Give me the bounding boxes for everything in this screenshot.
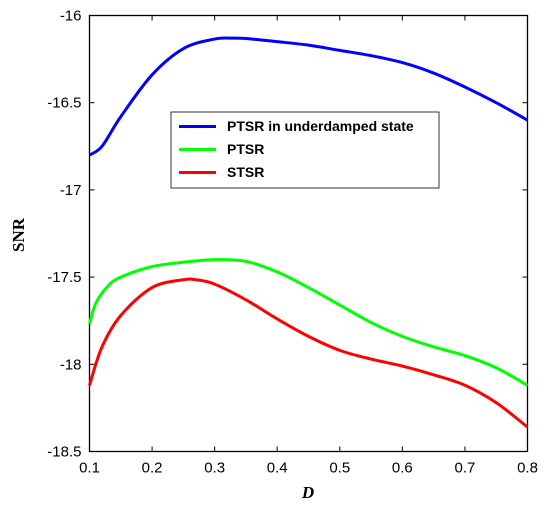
x-tick-label: 0.6 <box>392 460 413 477</box>
series-lines <box>88 36 529 429</box>
x-tick-label: 0.5 <box>329 460 350 477</box>
x-tick-labels: 0.1 0.2 0.3 0.4 0.5 0.6 0.7 0.8 <box>79 460 538 477</box>
series-line-stsr <box>88 277 529 429</box>
y-tick-label: -17 <box>60 182 82 199</box>
y-tick-label: -16.5 <box>47 95 81 112</box>
y-axis-label: SNR <box>9 217 28 252</box>
series-line-ptsr-underdamped <box>88 36 529 157</box>
legend: PTSR in underdamped state PTSR STSR <box>170 111 440 189</box>
x-tick-label: 0.2 <box>142 460 163 477</box>
x-tick-label: 0.3 <box>204 460 225 477</box>
x-tick-label: 0.7 <box>454 460 475 477</box>
legend-label-stsr: STSR <box>227 164 264 180</box>
x-tick-label: 0.1 <box>79 460 100 477</box>
plot-area-box <box>88 14 529 453</box>
axis-ticks <box>89 15 528 452</box>
legend-label-ptsr-underdamped: PTSR in underdamped state <box>227 118 414 134</box>
series-line-ptsr <box>88 258 529 387</box>
legend-label-ptsr: PTSR <box>227 141 264 157</box>
x-axis-label: D <box>301 483 314 502</box>
x-tick-label: 0.4 <box>267 460 288 477</box>
y-tick-label: -17.5 <box>47 269 81 286</box>
x-tick-label: 0.8 <box>517 460 538 477</box>
y-tick-labels: -16 -16.5 -17 -17.5 -18 -18.5 <box>47 8 81 461</box>
y-tick-label: -18.5 <box>47 444 81 461</box>
y-tick-label: -18 <box>60 356 82 373</box>
y-tick-label: -16 <box>60 8 82 25</box>
